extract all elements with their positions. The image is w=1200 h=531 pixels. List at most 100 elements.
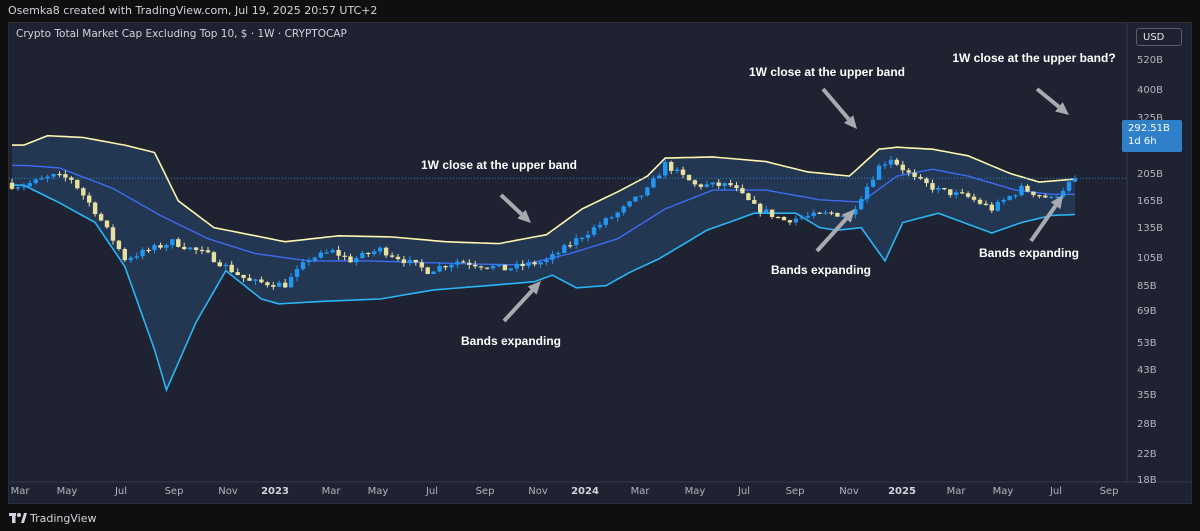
candle: [686, 174, 692, 181]
candle: [1001, 197, 1006, 205]
candle: [419, 259, 424, 272]
time-tick-label: Mar: [631, 486, 651, 497]
candle-body: [92, 202, 98, 215]
candle: [104, 220, 110, 229]
candle-body: [597, 224, 603, 228]
candle: [478, 265, 484, 271]
candle: [193, 246, 199, 254]
candle-body: [859, 199, 864, 210]
candle-body: [348, 256, 353, 263]
candle-body: [710, 182, 715, 185]
arrow-head: [841, 209, 855, 223]
candle-body: [621, 206, 626, 213]
candle: [603, 217, 608, 228]
candle: [81, 187, 86, 200]
candle-body: [27, 183, 32, 187]
candle: [781, 216, 787, 221]
candle-body: [87, 195, 92, 203]
candle: [1055, 195, 1060, 199]
time-tick-label: Nov: [218, 486, 238, 497]
candle-body: [247, 278, 252, 281]
candle-body: [698, 184, 704, 187]
candle-body: [235, 272, 240, 275]
candle-body: [277, 282, 282, 287]
time-tick-label: Mar: [322, 486, 342, 497]
candle: [69, 176, 74, 184]
candle-body: [193, 247, 199, 250]
arrow-head: [844, 115, 857, 129]
candle: [378, 246, 383, 255]
candle: [977, 197, 983, 205]
candle: [579, 236, 585, 242]
candle: [1037, 194, 1042, 199]
candle: [128, 255, 133, 263]
annotation-label: 1W close at the upper band?: [952, 51, 1115, 65]
candle-body: [383, 247, 389, 256]
candle: [853, 205, 858, 219]
candle-body: [164, 245, 169, 248]
candle: [609, 215, 614, 219]
bar-countdown: 1d 6h: [1128, 136, 1157, 147]
candle-body: [443, 266, 448, 268]
candle: [965, 191, 971, 199]
candle-body: [312, 257, 318, 261]
candle-body: [229, 264, 234, 273]
candle-body: [657, 175, 662, 179]
candle: [21, 183, 27, 191]
candle-body: [342, 255, 347, 257]
candle: [425, 266, 430, 275]
tradingview-brand: TradingView: [30, 512, 97, 525]
candle-body: [217, 262, 222, 267]
candle-body: [912, 172, 917, 177]
candle-body: [81, 188, 86, 196]
currency-button[interactable]: USD: [1136, 28, 1182, 46]
time-tick-label: 2025: [888, 486, 916, 497]
candle-body: [425, 267, 430, 274]
candle-body: [562, 245, 567, 253]
candle-body: [140, 249, 145, 257]
candle: [253, 278, 258, 285]
candle-body: [669, 162, 674, 171]
candle: [265, 281, 270, 288]
candle: [490, 263, 496, 271]
candle: [372, 249, 377, 257]
candle-body: [57, 174, 62, 176]
candle-body: [728, 183, 733, 186]
candle-body: [817, 212, 822, 214]
chart-canvas[interactable]: 1W close at the upper band Bands expandin…: [9, 23, 1191, 503]
candle-body: [960, 192, 965, 194]
candle-body: [686, 174, 692, 181]
candle-body: [609, 217, 614, 219]
candle: [110, 224, 116, 245]
candle: [87, 192, 92, 207]
candle: [734, 181, 739, 192]
candle: [473, 260, 478, 269]
candle: [92, 201, 98, 217]
candlestick-series: [9, 156, 1078, 290]
candle: [502, 264, 508, 271]
candle: [936, 186, 941, 194]
candle: [639, 195, 644, 200]
candle: [395, 254, 401, 262]
candle-body: [265, 282, 270, 286]
chart-pane[interactable]: 1W close at the upper band Bands expandin…: [8, 22, 1192, 504]
candle-body: [253, 279, 258, 281]
candle-body: [188, 247, 193, 250]
candle-body: [1055, 196, 1060, 198]
candle: [1060, 188, 1066, 199]
candle-body: [116, 240, 122, 249]
candle-body: [579, 237, 585, 239]
candle-body: [538, 262, 543, 265]
candle-body: [182, 246, 187, 250]
price-tick-label: 85B: [1137, 281, 1157, 292]
candle: [152, 243, 157, 254]
price-tick-label: 165B: [1137, 196, 1163, 207]
candle: [223, 262, 228, 270]
time-axis: Mar May Jul Sep Nov 2023 Mar May Jul Sep Nov 2024 Ma…: [11, 486, 1119, 497]
candle-body: [550, 254, 555, 260]
candle-body: [170, 239, 175, 246]
time-tick-label: May: [368, 486, 389, 497]
candle: [1043, 193, 1048, 198]
candle-body: [21, 186, 27, 188]
